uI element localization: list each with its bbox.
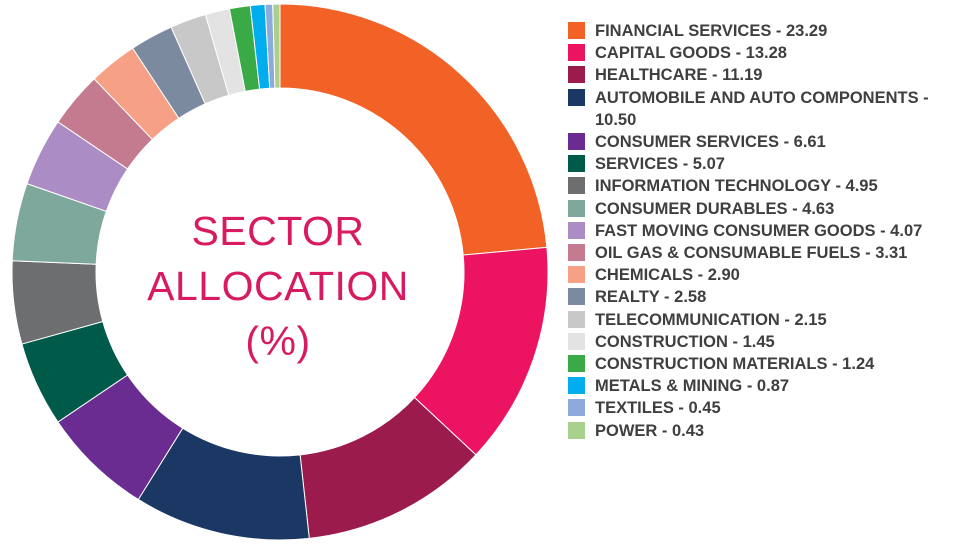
legend-swatch [568,155,585,173]
legend-label: CAPITAL GOODS - 13.28 [595,44,787,63]
center-title-line-1: SECTOR [191,208,365,254]
legend-swatch [568,266,585,284]
legend-swatch [568,332,585,350]
legend-label: AUTOMOBILE AND AUTO COMPONENTS - 10.50 [595,88,929,129]
legend-item: SERVICES - 5.07 [568,153,970,175]
legend-item: CONSUMER DURABLES - 4.63 [568,198,970,220]
legend-swatch [568,199,585,217]
legend-item: CONSTRUCTION - 1.45 [568,331,970,353]
legend-swatch [568,133,585,151]
center-title-line-3: (%) [245,318,311,364]
legend-label: CONSTRUCTION MATERIALS - 1.24 [595,355,875,374]
legend-label: CONSTRUCTION - 1.45 [595,332,775,351]
legend-label: HEALTHCARE - 11.19 [595,66,763,85]
legend-item: FAST MOVING CONSUMER GOODS - 4.07 [568,220,970,242]
legend-label: FINANCIAL SERVICES - 23.29 [595,22,828,40]
center-title-line-2: ALLOCATION [147,263,409,309]
legend-swatch [568,44,585,62]
legend-swatch [568,177,585,195]
legend-label: INFORMATION TECHNOLOGY - 4.95 [595,177,878,196]
legend-item: HEALTHCARE - 11.19 [568,64,970,86]
legend-label: METALS & MINING - 0.87 [595,377,790,396]
legend-item: AUTOMOBILE AND AUTO COMPONENTS - 10.50 [568,87,970,131]
donut-chart [11,3,549,541]
chart-area: SECTOR ALLOCATION (%) [11,3,549,541]
legend-item: FINANCIAL SERVICES - 23.29 [568,20,970,42]
legend-swatch [568,22,585,39]
legend-item: CHEMICALS - 2.90 [568,264,970,286]
legend-label: CHEMICALS - 2.90 [595,266,740,285]
legend-label: CONSUMER DURABLES - 4.63 [595,199,835,218]
legend-swatch [568,244,585,262]
legend-item: POWER - 0.43 [568,420,970,442]
legend-swatch [568,88,585,106]
legend-item: CONSTRUCTION MATERIALS - 1.24 [568,353,970,375]
legend-label: SERVICES - 5.07 [595,155,725,174]
legend-label: TELECOMMUNICATION - 2.15 [595,310,827,329]
legend-label: POWER - 0.43 [595,421,705,440]
legend-label: TEXTILES - 0.45 [595,399,721,418]
legend-label: FAST MOVING CONSUMER GOODS - 4.07 [595,221,923,240]
legend-label: REALTY - 2.58 [595,288,707,307]
legend-swatch [568,221,585,239]
legend-item: INFORMATION TECHNOLOGY - 4.95 [568,175,970,197]
legend-swatch [568,377,585,395]
legend-item: METALS & MINING - 0.87 [568,375,970,397]
legend-item: TEXTILES - 0.45 [568,397,970,419]
legend-label: OIL GAS & CONSUMABLE FUELS - 3.31 [595,244,908,263]
legend-swatch [568,310,585,328]
legend-swatch [568,355,585,373]
legend-item: OIL GAS & CONSUMABLE FUELS - 3.31 [568,242,970,264]
legend-swatch [568,288,585,306]
legend-swatch [568,421,585,439]
legend-item: REALTY - 2.58 [568,286,970,308]
legend-item: TELECOMMUNICATION - 2.15 [568,309,970,331]
legend-swatch [568,66,585,84]
legend-item: CAPITAL GOODS - 13.28 [568,42,970,64]
legend: FINANCIAL SERVICES - 23.29 CAPITAL GOODS … [568,20,970,442]
donut-slice-17 [272,3,281,89]
legend-label: CONSUMER SERVICES - 6.61 [595,133,826,152]
legend-swatch [568,399,585,417]
donut-slice-0 [279,3,548,256]
legend-item: CONSUMER SERVICES - 6.61 [568,131,970,153]
